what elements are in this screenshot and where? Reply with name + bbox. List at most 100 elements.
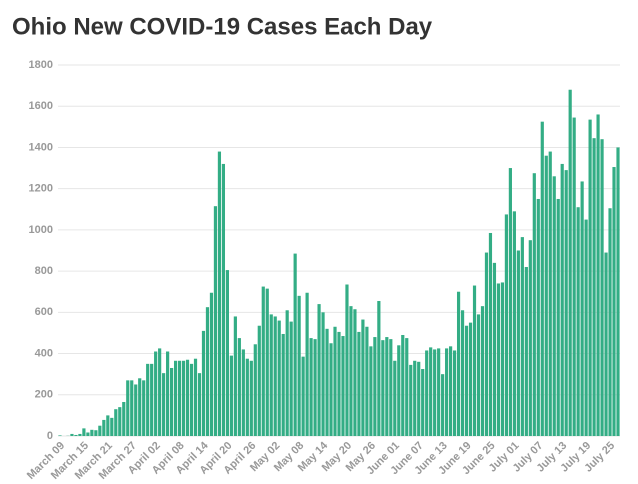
bar [612,167,616,436]
y-tick-label: 1800 [29,59,53,71]
chart-title: Ohio New COVID-19 Cases Each Day [12,13,433,40]
bar [425,350,429,436]
bar [492,262,497,436]
bar [512,211,516,436]
bar [289,321,293,436]
bar [460,310,465,436]
bar [413,360,417,436]
y-tick-label: 800 [35,265,53,277]
bar [592,138,596,437]
bar [464,325,469,436]
bar [456,291,461,436]
bar [369,346,373,436]
bar [237,338,241,436]
y-tick-label: 400 [35,347,53,359]
bar [150,363,154,436]
bar [504,214,508,436]
bar [162,373,166,436]
bar [70,433,74,436]
bar [405,338,409,436]
bar [337,331,341,436]
bar [245,358,249,436]
bar [74,434,78,436]
bar [568,89,572,436]
bar [500,282,505,436]
bar [130,380,134,436]
bar [213,206,218,436]
bar [441,374,445,436]
bar [281,333,285,436]
bar [576,207,580,436]
bar [146,363,150,436]
bar [114,409,118,436]
bar [608,208,612,436]
bar [437,348,441,436]
bar [544,155,548,436]
bar [110,417,114,436]
bar [560,163,564,436]
bar [253,344,257,436]
bar [177,360,182,436]
bar [528,240,532,436]
bar [122,401,126,436]
bar [373,337,377,436]
bar [401,335,405,436]
bar [449,346,453,436]
bar [138,378,142,436]
bar [325,328,329,436]
bar [217,151,222,437]
bar [421,369,425,436]
bar [273,316,277,436]
bar [496,283,501,436]
bar [596,114,600,436]
bar [293,253,297,436]
bar [361,319,365,436]
bar [604,252,608,436]
bar [277,320,281,436]
bar [233,316,237,436]
bar [524,266,528,436]
bar [333,326,337,436]
bar [241,349,245,436]
bar [365,326,369,436]
bar [221,163,226,436]
bar [90,429,94,436]
bar [572,117,576,436]
bar [209,292,214,436]
bar [58,435,62,436]
bar [409,364,413,436]
bar [166,351,170,436]
bar [385,337,389,436]
bar [472,285,477,436]
bar [341,336,345,436]
bar [588,119,592,436]
bar [616,147,620,436]
bar [82,428,86,436]
bar [429,347,433,436]
bar [349,306,353,436]
bar [313,339,317,436]
bar [445,348,449,436]
bar [297,295,301,436]
bar [345,284,349,436]
bar [548,151,552,437]
bar [249,360,253,436]
bar [536,198,540,436]
bar [154,351,158,436]
bar [317,304,321,436]
bar [197,373,202,436]
bar [584,219,588,436]
y-tick-label: 1200 [29,183,53,195]
bar [261,286,265,436]
y-tick-label: 1000 [29,224,53,236]
bar [433,349,437,436]
bar [257,325,261,436]
bar [353,309,357,436]
y-tick-label: 600 [35,306,53,318]
bar [118,407,122,436]
bar [417,361,421,436]
bar [305,292,309,436]
bar [158,348,162,436]
bar [301,356,305,436]
bar [540,121,544,437]
